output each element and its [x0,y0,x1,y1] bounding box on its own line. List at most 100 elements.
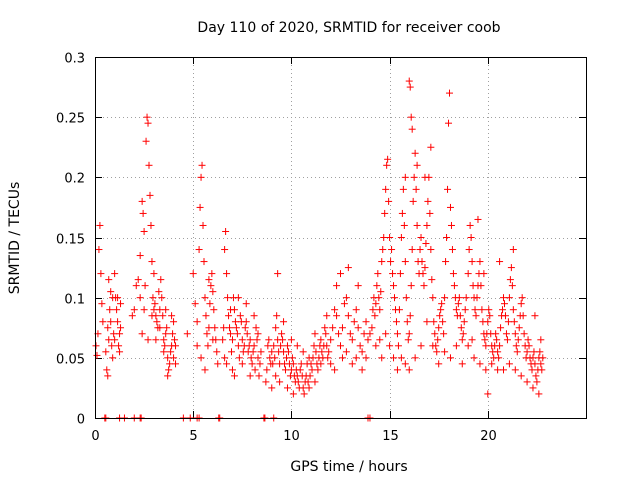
data-point [116,330,124,338]
data-point [238,360,246,368]
data-point [221,246,229,254]
data-point [288,354,296,362]
data-point [518,294,526,302]
data-point [147,221,155,229]
data-point [170,354,178,362]
data-point [348,360,356,368]
data-point [160,348,168,356]
data-point [170,318,178,326]
data-point [265,336,273,344]
data-point [138,197,146,205]
data-point [296,366,304,374]
data-point [500,366,508,374]
data-point [458,336,466,344]
data-point [446,89,454,97]
data-point [529,354,537,362]
data-point [356,342,364,350]
data-point [311,378,319,386]
data-point [416,246,424,254]
data-point [272,372,280,380]
data-point [401,360,409,368]
y-tick-label: 0 [77,413,85,428]
data-point [478,306,486,314]
data-point [234,342,242,350]
data-point [352,354,360,362]
data-point [162,330,170,338]
data-point [508,282,516,290]
data-point [506,276,514,284]
data-point [446,203,454,211]
data-point [278,330,286,338]
data-point [344,264,352,272]
data-point [467,234,475,241]
data-point [271,354,279,362]
data-point [152,336,160,344]
data-point [264,342,272,350]
data-point [440,330,448,338]
data-point [104,324,112,332]
data-point [511,330,519,338]
data-point [482,366,490,374]
data-point [413,161,421,169]
data-point [167,348,175,356]
data-point [404,336,412,344]
data-point [424,197,432,205]
data-point [509,246,517,254]
data-point [283,342,291,350]
data-point [402,294,410,302]
data-point [104,372,112,380]
data-point [389,270,397,278]
data-point [350,318,358,326]
data-point [403,318,411,326]
data-point [327,360,335,368]
data-point [305,384,313,392]
data-point [97,270,105,278]
data-point [474,215,482,223]
data-point [270,342,278,350]
data-point [386,342,394,350]
data-point [504,318,512,326]
y-tick-label: 0.25 [56,112,85,127]
data-point [235,354,243,362]
data-point [140,227,148,235]
data-point [531,360,539,368]
data-point [464,342,472,350]
data-point [191,300,199,308]
data-point [262,378,270,386]
data-point [238,336,246,344]
data-point [533,378,541,386]
data-point [429,294,437,302]
data-point [537,360,545,368]
data-point [323,342,331,350]
data-point [383,161,391,169]
data-point [411,354,419,362]
data-point [477,282,485,290]
data-point [459,330,467,338]
data-point [230,372,238,380]
data-point [500,294,508,302]
data-point [500,300,508,308]
data-point [243,330,251,338]
data-point [523,378,531,386]
data-point [338,354,346,362]
data-point [143,113,151,121]
data-point [423,318,431,326]
data-point [289,360,297,368]
data-point [445,119,453,127]
data-point [472,312,480,320]
data-point [342,294,350,302]
data-point [276,378,284,386]
data-point [117,324,125,332]
data-point [139,209,147,217]
data-point [537,336,545,344]
data-point [130,306,138,314]
data-point [138,330,146,338]
data-point [539,354,547,362]
data-point [159,312,167,320]
data-point [466,221,474,229]
data-point [493,336,501,344]
data-point [153,318,161,326]
y-tick-label: 0.3 [64,52,85,67]
data-point [381,209,389,217]
data-point [136,294,144,302]
